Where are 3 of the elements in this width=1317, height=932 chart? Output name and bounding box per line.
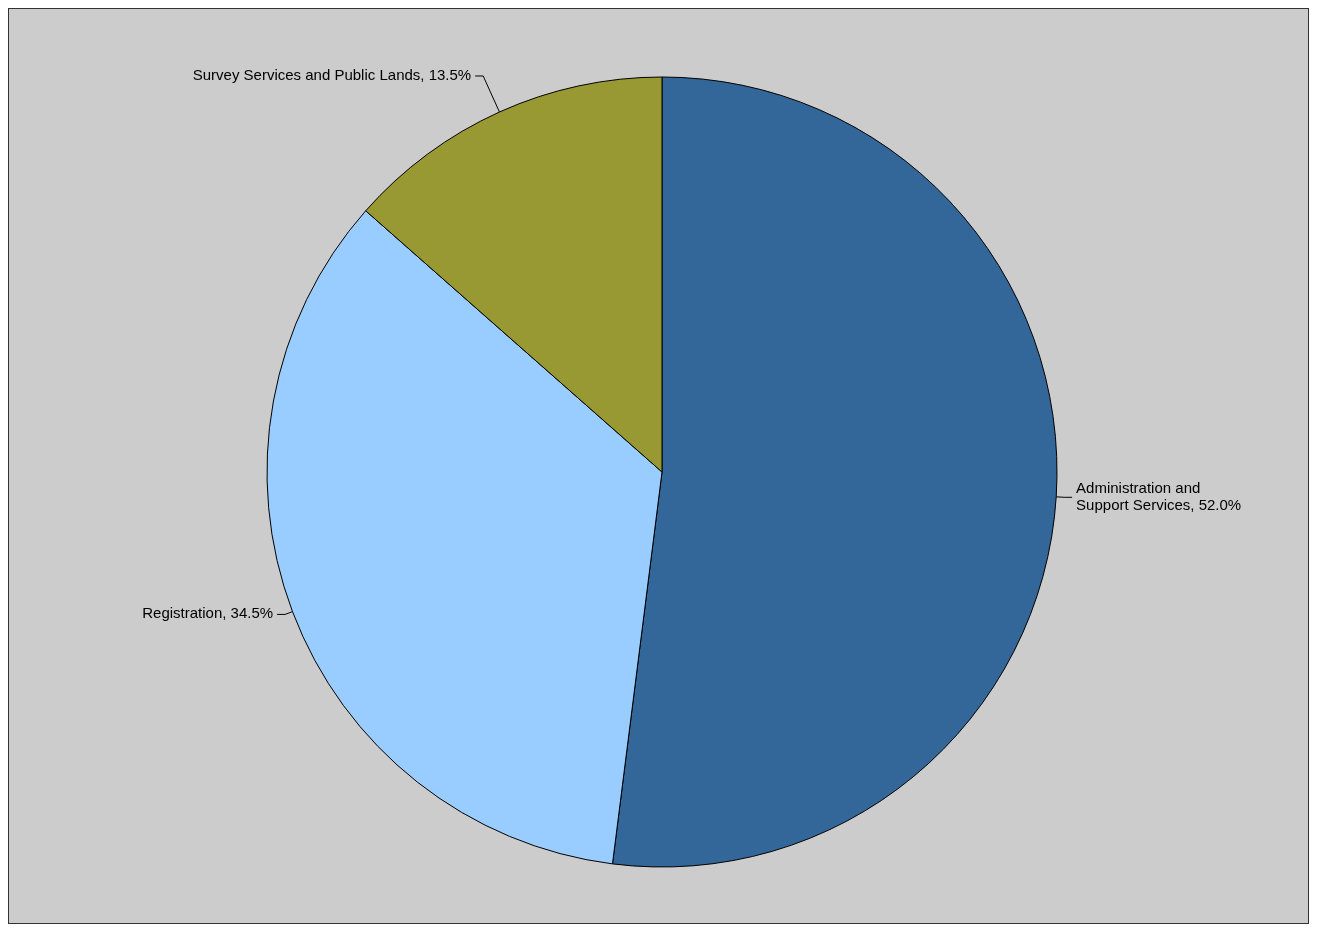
slice-label: Administration and Support Services, 52.0% bbox=[1076, 478, 1242, 513]
slice-label: Registration, 34.5% bbox=[142, 604, 274, 622]
slice-label: Survey Services and Public Lands, 13.5% bbox=[192, 65, 472, 83]
